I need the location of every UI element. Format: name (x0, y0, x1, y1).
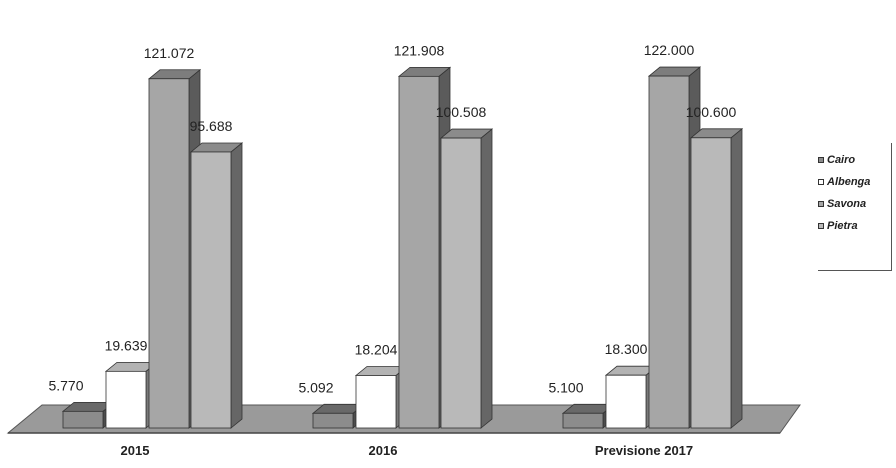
bar-front (62, 410, 104, 429)
chart-legend: Cairo Albenga Savona Pietra (818, 143, 892, 271)
bar-pietra-0 (189, 142, 244, 429)
legend-item-savona: Savona (818, 193, 891, 215)
data-label-pietra-0: 95.688 (190, 118, 233, 134)
legend-swatch-savona (818, 201, 824, 207)
legend-swatch-pietra (818, 223, 824, 229)
data-label-savona-2: 122.000 (644, 42, 695, 58)
bar-front (355, 375, 397, 429)
legend-item-cairo: Cairo (818, 149, 891, 171)
bar-front (605, 374, 647, 429)
legend-item-pietra: Pietra (818, 215, 891, 237)
data-label-cairo-2: 5.100 (548, 379, 583, 395)
bar-front (648, 75, 690, 429)
x-tick-label: 2015 (121, 443, 150, 458)
data-label-albenga-0: 19.639 (105, 337, 148, 353)
bar-front (190, 151, 232, 429)
bar-side (730, 127, 743, 429)
data-label-savona-0: 121.072 (144, 45, 195, 61)
bar-front (312, 412, 354, 429)
x-tick-label: 2016 (369, 443, 398, 458)
data-label-cairo-0: 5.770 (48, 377, 83, 393)
legend-label-savona: Savona (827, 198, 867, 210)
data-label-cairo-1: 5.092 (298, 379, 333, 395)
bar-side (480, 128, 493, 429)
bar-front (440, 137, 482, 429)
legend-item-albenga: Albenga (818, 171, 891, 193)
bar-front (398, 75, 440, 429)
data-label-pietra-1: 100.508 (436, 104, 487, 120)
bar-pietra-1 (439, 128, 494, 429)
bar-front (562, 412, 604, 429)
bar-front (105, 370, 147, 429)
x-tick-label: Previsione 2017 (595, 443, 693, 458)
legend-label-albenga: Albenga (827, 176, 871, 188)
bar-pietra-2 (689, 127, 744, 429)
bar-savona-2 (647, 66, 702, 429)
bar-side (230, 142, 243, 429)
data-label-savona-1: 121.908 (394, 42, 445, 58)
legend-swatch-cairo (818, 157, 824, 163)
data-label-albenga-1: 18.204 (355, 341, 398, 357)
data-label-albenga-2: 18.300 (605, 341, 648, 357)
bar-cairo-2 (561, 403, 616, 429)
bar-front (690, 137, 732, 429)
legend-swatch-albenga (818, 179, 824, 185)
data-label-pietra-2: 100.600 (686, 104, 737, 120)
legend-label-cairo: Cairo (827, 154, 856, 166)
legend-label-pietra: Pietra (827, 220, 858, 232)
bar-front (148, 78, 190, 429)
